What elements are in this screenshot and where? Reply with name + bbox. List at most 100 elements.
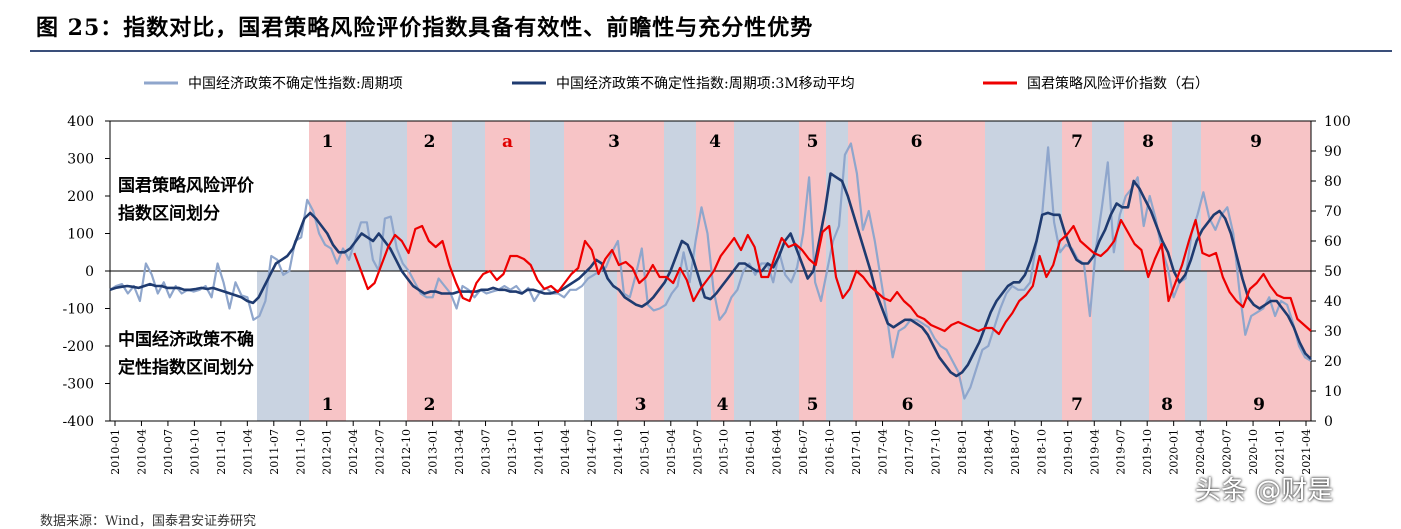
annotation-epu-zones-line1: 中国经济政策不确: [118, 329, 254, 350]
y-right-tick: 90: [1324, 144, 1342, 160]
x-tick-label: 2013-07: [480, 429, 493, 475]
y-left-tick: 400: [67, 114, 94, 130]
source-note: 数据来源：Wind，国泰君安证券研究: [40, 514, 256, 529]
legend-label-risk: 国君策略风险评价指数（右）: [1027, 75, 1209, 92]
x-tick-label: 2019-07: [1115, 429, 1128, 475]
y-right-tick: 40: [1324, 294, 1342, 310]
x-tick-label: 2016-10: [824, 429, 837, 475]
zone-top-label-a: a: [502, 132, 513, 152]
y-right-tick: 20: [1324, 354, 1342, 370]
x-tick-label: 2021-04: [1300, 429, 1313, 475]
zone-top-label-1: 1: [322, 132, 334, 152]
zone-top-4: [452, 121, 485, 271]
series-line-epu_ma: [109, 172, 1312, 378]
zone-top-14: [985, 121, 1062, 271]
annotation-risk-zones-line2: 指数区间划分: [118, 203, 220, 224]
zone-bottom-label-8: 8: [1161, 395, 1173, 415]
title-rule: [30, 50, 1392, 52]
zone-labels: 1 2 a 3 4 5 6 7 8 9 1 2 3 4 5 6 7 8 9: [322, 132, 1265, 415]
x-tick-label: 2010-07: [162, 429, 175, 475]
x-tick-label: 2017-10: [929, 429, 942, 475]
x-tick-label: 2014-01: [532, 429, 545, 475]
x-tick-label: 2015-10: [718, 429, 731, 475]
y-left-tick: 200: [67, 189, 94, 205]
zone-bottom-label-5: 5: [807, 395, 819, 415]
zone-bottom-label-7: 7: [1071, 395, 1083, 415]
zone-bottom-label-9: 9: [1253, 395, 1265, 415]
zone-top-label-6: 6: [911, 132, 923, 152]
x-tick-label: 2011-07: [268, 429, 281, 475]
y-right-tick: 70: [1324, 204, 1342, 220]
x-tick-label: 2011-01: [215, 429, 228, 475]
x-tick-label: 2014-04: [559, 429, 572, 475]
series-line-epu: [109, 142, 1312, 400]
x-tick-label: 2021-01: [1274, 429, 1287, 475]
x-tick-label: 2017-07: [903, 429, 916, 475]
y-left-tick: -100: [63, 302, 94, 318]
legend-label-epu: 中国经济政策不确定性指数:周期项: [188, 75, 403, 92]
legend-label-epu_ma: 中国经济政策不确定性指数:周期项:3M移动平均: [556, 75, 855, 92]
zone-top-label-5: 5: [807, 132, 819, 152]
y-left-tick: 300: [67, 152, 94, 168]
y-right-tick: 80: [1324, 174, 1342, 190]
x-tick-label: 2013-01: [427, 429, 440, 475]
zone-top-label-3: 3: [608, 132, 620, 152]
zone-bottom-17: [1207, 271, 1311, 421]
zone-bottom-2: [309, 271, 346, 421]
x-tick-label: 2018-10: [1035, 429, 1048, 475]
zone-bottom-label-4: 4: [717, 395, 729, 415]
x-tick-label: 2018-04: [982, 429, 995, 475]
x-tick-label: 2015-01: [638, 429, 651, 475]
x-tick-label: 2010-01: [109, 429, 122, 475]
zone-bottom-3: [407, 271, 452, 421]
x-tick-label: 2017-04: [877, 429, 890, 475]
zone-bottom-11: [853, 271, 962, 421]
zone-top-10: [734, 121, 799, 271]
zone-bottom-label-1: 1: [322, 395, 334, 415]
zone-top-label-2: 2: [424, 132, 436, 152]
x-tick-label: 2016-07: [797, 429, 810, 475]
x-tick-label: 2018-01: [956, 429, 969, 475]
x-tick-label: 2020-10: [1247, 429, 1260, 475]
shaded-zones: [257, 121, 1311, 421]
x-tick-label: 2010-10: [188, 429, 201, 475]
zone-bottom-label-2: 2: [424, 395, 436, 415]
zone-bottom-4: [584, 271, 617, 421]
y-left-tick: -200: [63, 339, 94, 355]
x-tick-label: 2016-04: [771, 429, 784, 475]
zone-bottom-14: [1092, 271, 1149, 421]
x-tick-label: 2014-07: [585, 429, 598, 475]
zone-bottom-16: [1185, 271, 1207, 421]
x-tick-label: 2014-10: [612, 429, 625, 475]
x-tick-label: 2020-04: [1194, 429, 1207, 475]
x-tick-label: 2018-07: [1009, 429, 1022, 475]
x-tick-label: 2015-04: [665, 429, 678, 475]
zone-bottom-8: [734, 271, 799, 421]
y-left-tick: -400: [63, 414, 94, 430]
x-tick-label: 2015-07: [691, 429, 704, 475]
zone-top-label-9: 9: [1250, 132, 1262, 152]
x-tick-label: 2011-04: [241, 429, 254, 475]
x-tick-label: 2011-10: [294, 429, 307, 475]
zone-bottom-10: [826, 271, 853, 421]
annotation-risk-zones-line1: 国君策略风险评价: [118, 175, 255, 196]
x-tick-label: 2013-10: [506, 429, 519, 475]
x-tick-label: 2020-07: [1221, 429, 1234, 475]
y-left-tick: 100: [67, 227, 94, 243]
legend: 中国经济政策不确定性指数:周期项 中国经济政策不确定性指数:周期项:3M移动平均 国…: [144, 75, 1209, 92]
zone-top-5: [485, 121, 530, 271]
y-left-tick: 0: [85, 264, 94, 280]
x-tick-label: 2020-01: [1168, 429, 1181, 475]
x-tick-label: 2019-10: [1141, 429, 1154, 475]
series-line-risk: [353, 218, 1312, 336]
y-right-tick: 60: [1324, 234, 1342, 250]
x-tick-label: 2013-04: [453, 429, 466, 475]
y-right-tick: 10: [1324, 384, 1342, 400]
zone-bottom-1: [257, 271, 309, 421]
x-tick-label: 2019-04: [1088, 429, 1101, 475]
series-lines: [109, 142, 1312, 400]
figure-title: 图 25：指数对比，国君策略风险评价指数具备有效性、前瞻性与充分性优势: [36, 15, 814, 41]
y-right-tick: 50: [1324, 264, 1342, 280]
annotation-epu-zones-line2: 定性指数区间划分: [118, 357, 254, 378]
